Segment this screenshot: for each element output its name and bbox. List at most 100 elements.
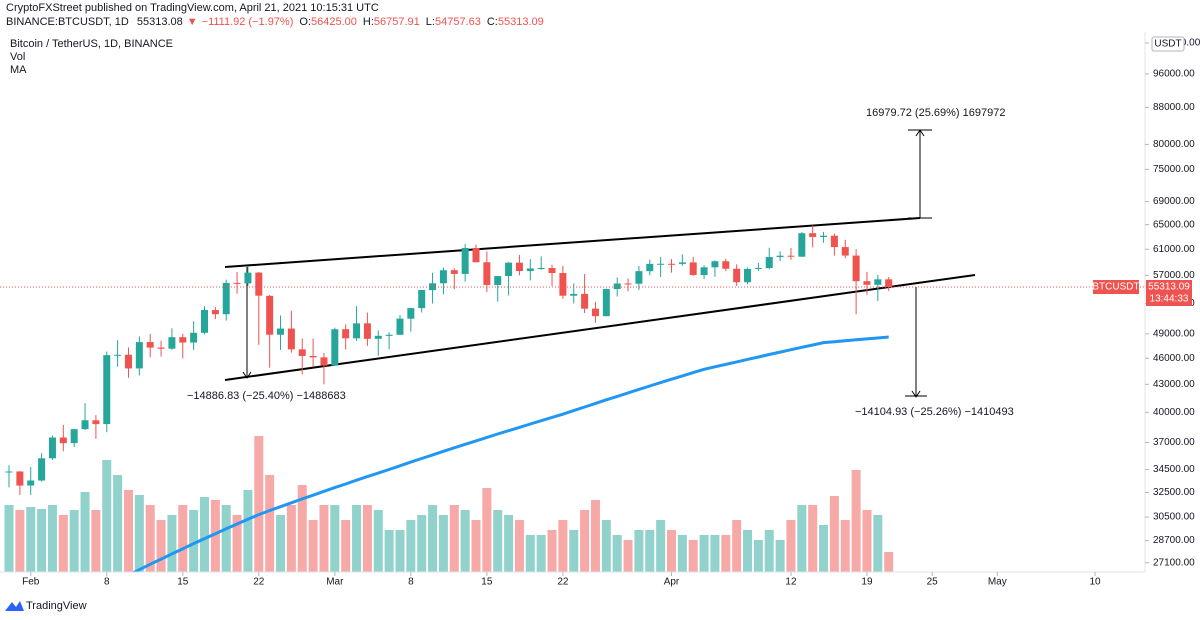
volume-bar bbox=[438, 515, 448, 572]
candle-body bbox=[363, 323, 371, 339]
currency-badge[interactable] bbox=[1151, 36, 1185, 52]
candle-body bbox=[374, 335, 382, 339]
candle-body bbox=[244, 272, 252, 284]
volume-bar bbox=[743, 530, 753, 572]
wedge-lower bbox=[224, 274, 976, 381]
currency: USDT bbox=[1154, 39, 1181, 50]
volume-bar bbox=[406, 520, 416, 572]
x-tick-label: 19 bbox=[861, 577, 873, 588]
volume-bar bbox=[580, 510, 590, 572]
candle-body bbox=[277, 328, 285, 335]
y-tick-label: 96000.00 bbox=[1153, 69, 1195, 80]
volume-bar bbox=[862, 510, 872, 572]
volume-bar bbox=[330, 505, 340, 572]
y-tick-label: 27100.00 bbox=[1153, 557, 1195, 568]
candle-body bbox=[407, 308, 415, 319]
volume-bar bbox=[656, 520, 666, 572]
x-tick-label: Feb bbox=[22, 577, 40, 588]
volume-bar bbox=[601, 520, 611, 572]
candle-body bbox=[309, 355, 317, 358]
candle-body bbox=[885, 279, 893, 288]
x-tick-label: 8 bbox=[408, 577, 414, 588]
volume-bar bbox=[15, 510, 25, 572]
volume-bar bbox=[362, 505, 372, 572]
legend-ma: MA bbox=[10, 64, 27, 76]
volume-bar bbox=[699, 535, 709, 572]
volume-bar bbox=[471, 520, 481, 572]
volume-bar bbox=[493, 510, 503, 572]
x-tick-label: May bbox=[988, 577, 1007, 588]
candle-body bbox=[59, 437, 67, 444]
volume-layer bbox=[4, 436, 894, 572]
candle-body bbox=[114, 354, 122, 356]
candle-body bbox=[505, 262, 513, 277]
volume-bar bbox=[80, 492, 90, 572]
candle-body bbox=[733, 268, 741, 283]
candle-body bbox=[602, 289, 610, 317]
volume-bar bbox=[732, 520, 742, 572]
volume-bar bbox=[851, 470, 861, 572]
volume-bar bbox=[254, 436, 264, 572]
y-tick-label: 40000.00 bbox=[1153, 407, 1195, 418]
volume-bar bbox=[819, 525, 829, 572]
candle-body bbox=[689, 262, 697, 276]
y-tick-label: 69000.00 bbox=[1153, 196, 1195, 207]
candle-body bbox=[515, 262, 523, 272]
candle-body bbox=[776, 255, 784, 258]
volume-bar bbox=[525, 535, 535, 572]
candle-body bbox=[678, 262, 686, 264]
candle-body bbox=[81, 420, 89, 430]
candle-body bbox=[559, 273, 567, 296]
volume-bar bbox=[514, 520, 524, 572]
volume-bar bbox=[884, 552, 894, 572]
ohlc-value: 56757.91 bbox=[374, 16, 420, 28]
volume-bar bbox=[547, 530, 557, 572]
x-tick-label: 10 bbox=[1089, 577, 1101, 588]
volume-bar bbox=[504, 515, 514, 572]
candle-body bbox=[450, 270, 458, 274]
candle-body bbox=[124, 354, 132, 369]
candle-body bbox=[396, 318, 404, 335]
candle-body bbox=[483, 262, 491, 285]
volume-bar bbox=[297, 485, 307, 572]
y-tick-label: 28700.00 bbox=[1153, 535, 1195, 546]
candle-body bbox=[48, 437, 56, 459]
ohlc-label: L: bbox=[426, 16, 435, 28]
volume-bar bbox=[189, 510, 199, 572]
volume-bar bbox=[37, 509, 47, 572]
annotation: −14104.93 (−25.26%) −1410493 bbox=[855, 406, 1014, 418]
x-tick-label: 25 bbox=[927, 577, 939, 588]
volume-bar bbox=[210, 500, 220, 572]
candle-body bbox=[624, 283, 632, 285]
y-tick-label: 30500.00 bbox=[1153, 512, 1195, 523]
candle-body bbox=[38, 458, 46, 481]
volume-bar bbox=[319, 505, 329, 572]
candle-body bbox=[418, 290, 426, 309]
symbol-label: BTCUSDT bbox=[1092, 282, 1139, 293]
volume-bar bbox=[232, 515, 242, 572]
arrow-head bbox=[915, 129, 925, 137]
price-label: 55313.09 bbox=[1148, 282, 1190, 293]
candle-body bbox=[211, 310, 219, 315]
y-tick-label: 43000.00 bbox=[1153, 379, 1195, 390]
volume-bar bbox=[276, 515, 286, 572]
candle-body bbox=[526, 268, 534, 272]
volume-bar bbox=[341, 520, 351, 572]
volume-bar bbox=[395, 530, 405, 572]
volume-bar bbox=[308, 520, 318, 572]
x-tick-label: 8 bbox=[104, 577, 110, 588]
change: −1111.92 (−1.97%) bbox=[202, 16, 294, 28]
y-tick-label: 57000.00 bbox=[1153, 270, 1195, 281]
volume-bar bbox=[634, 530, 644, 572]
brand: TradingView bbox=[26, 600, 87, 612]
volume-bar bbox=[102, 460, 112, 572]
volume-bar bbox=[797, 505, 807, 572]
candle-body bbox=[494, 276, 502, 285]
candle-body bbox=[461, 247, 469, 274]
candle-body bbox=[222, 282, 230, 315]
x-tick-label: Mar bbox=[326, 577, 344, 588]
candle-body bbox=[657, 263, 665, 265]
ohlc-label: H: bbox=[363, 16, 374, 28]
volume-bar bbox=[873, 515, 883, 572]
